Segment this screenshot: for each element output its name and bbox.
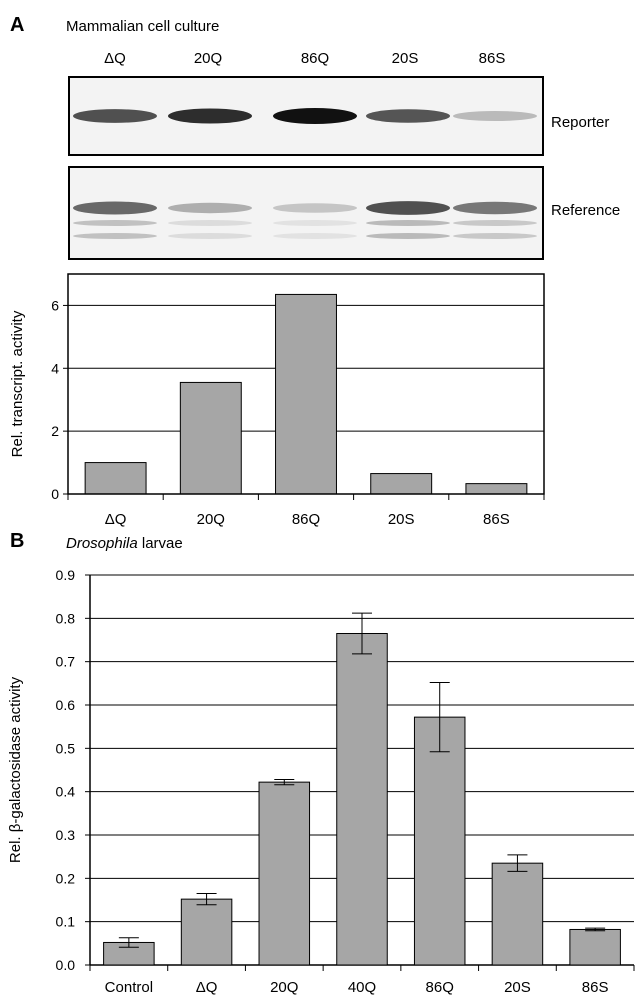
chart-b-xtick-label: 40Q (348, 979, 376, 996)
panel-b-title-rest: larvae (137, 535, 183, 552)
blot-band (453, 111, 537, 121)
chart-a-ytick-label: 2 (51, 423, 59, 439)
chart-b-xtick-label: 20S (504, 979, 531, 996)
blot-band-minor (73, 233, 157, 239)
lane-label-86s: 86S (478, 50, 506, 67)
blot-band-minor (168, 233, 252, 239)
chart-a-xtick-label: 20Q (197, 511, 225, 528)
lane-label-20q: 20Q (193, 50, 223, 67)
chart-b-bar (569, 928, 621, 966)
chart-b-ytick-label: 0.4 (56, 784, 76, 800)
chart-b-ytick-label: 0.3 (56, 827, 76, 843)
chart-b-xtick-label: ΔQ (196, 979, 218, 996)
chart-b-bar (180, 898, 233, 966)
reference-blot-bands (73, 201, 537, 239)
chart-a-ytick-label: 4 (51, 360, 59, 376)
chart-a-ylabel: Rel. transcript. activity (9, 310, 26, 457)
chart-b-xtick-label: 20Q (270, 979, 298, 996)
blot-band-minor (168, 220, 252, 226)
reference-label: Reference (551, 202, 621, 219)
chart-a-frame (67, 273, 545, 495)
blot-band-minor (453, 233, 537, 239)
chart-a-xtick-label: 20S (388, 511, 415, 528)
chart-b-bar (258, 781, 311, 966)
blot-band-minor (453, 220, 537, 226)
chart-a-xtick-label: 86S (483, 511, 510, 528)
reporter-blot-bands (73, 108, 537, 124)
chart-b-ytick-label: 0.6 (56, 697, 76, 713)
blot-band (273, 203, 357, 213)
chart-b-bar (336, 633, 388, 966)
chart-a-bar (179, 381, 242, 495)
chart-b-bar (413, 716, 466, 966)
chart-b-ytick-label: 0.0 (56, 957, 76, 973)
chart-b-xtick-label: 86Q (426, 979, 454, 996)
chart-b-xtick-label: Control (105, 979, 153, 996)
blot-band (366, 109, 450, 123)
panel-b-title-organism: Drosophila (66, 535, 138, 552)
chart-a-ytick-label: 0 (51, 486, 59, 502)
reporter-blot (68, 76, 544, 156)
chart-a-bar (465, 483, 528, 495)
blot-band (453, 201, 537, 215)
panel-a-letter: A (10, 14, 25, 36)
chart-b-ylabel: Rel. β-galactosidase activity (7, 676, 24, 863)
chart-b-ytick-label: 0.8 (56, 610, 76, 626)
chart-b-ytick-label: 0.1 (56, 914, 76, 930)
reporter-label: Reporter (551, 114, 610, 131)
beta-galactosidase-chart: 0.0 0.1 0.2 0.3 0.4 0.5 0.6 0.7 0.8 0.9 Control ΔQ 2… (7, 567, 635, 996)
lane-label-86q: 86Q (300, 50, 330, 67)
chart-a-xtick-label: ΔQ (105, 511, 127, 528)
chart-a-bar (370, 473, 433, 495)
blot-band (168, 108, 252, 124)
blot-band-minor (366, 220, 450, 226)
lane-label-dq: ΔQ (104, 50, 126, 67)
blot-band (168, 202, 252, 214)
transcript-activity-chart: 0 2 4 6 ΔQ 20Q 86Q 20S 86S Rel. transcript. activ… (9, 273, 545, 528)
chart-b-ytick-label: 0.5 (56, 740, 76, 756)
chart-a-bar (275, 293, 337, 495)
chart-b-ytick-label: 0.9 (56, 567, 76, 583)
blot-band-minor (366, 233, 450, 239)
blot-band (73, 109, 157, 123)
chart-a-ytick-label: 6 (51, 297, 59, 313)
blot-band-minor (273, 233, 357, 239)
blot-band (366, 201, 450, 215)
blot-band-minor (273, 220, 357, 226)
blot-band (273, 108, 357, 124)
blot-band-minor (73, 220, 157, 226)
panel-b-title: Drosophila larvae (66, 535, 183, 552)
chart-b-bar (491, 862, 544, 966)
chart-a-xtick-label: 86Q (292, 511, 320, 528)
chart-b-ytick-label: 0.7 (56, 654, 76, 670)
chart-a-bar (84, 462, 147, 495)
lane-label-20s: 20S (391, 50, 419, 67)
chart-b-ytick-label: 0.2 (56, 870, 76, 886)
blot-band (73, 201, 157, 215)
panel-b-letter: B (10, 530, 25, 552)
reference-blot (68, 166, 544, 260)
chart-b-xtick-label: 86S (582, 979, 609, 996)
panel-a-title: Mammalian cell culture (66, 18, 220, 35)
